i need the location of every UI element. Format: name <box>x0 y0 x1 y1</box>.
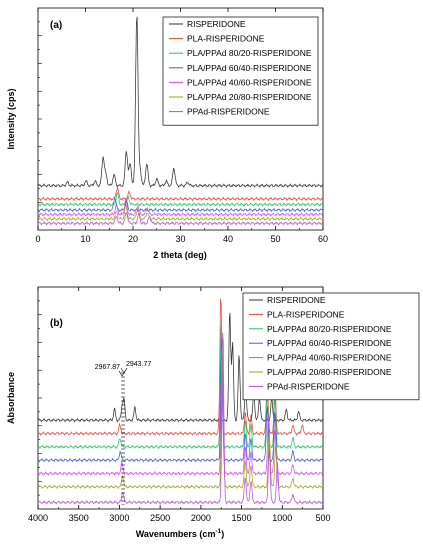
legend-entry-pla-ppad-60-40-risperidone: PLA/PPAd 60/40-RISPERIDONE <box>187 63 312 73</box>
panel-a-y-ticks <box>38 21 42 217</box>
annotation-label: 2943.77 <box>126 361 151 368</box>
series-line-pla-ppad-60-40-risperidone <box>38 339 324 463</box>
legend-entry-pla-ppad-60-40-risperidone: PLA/PPAd 60/40-RISPERIDONE <box>267 338 392 348</box>
x-tick-label: 10 <box>80 234 90 244</box>
panel-a-xrd-chart: (a) 2 theta (deg) Intensity (cps) 0 10 20 3… <box>6 7 328 260</box>
series-line-pla-risperidone <box>37 186 324 202</box>
legend-entry-pla-ppad-40-60-risperidone: PLA/PPAd 40/60-RISPERIDONE <box>187 77 312 87</box>
panel-b-legend: RISPERIDONE PLA-RISPERIDONE PLA/PPAd 80/20… <box>242 292 420 401</box>
series-line-ppad-risperidone <box>37 332 324 505</box>
legend-entry-risperidone: RISPERIDONE <box>267 295 326 305</box>
x-tick-label: 1500 <box>232 513 252 523</box>
x-tick-label: 4000 <box>28 513 48 523</box>
x-tick-label: 50 <box>270 234 280 244</box>
series-line-pla-ppad-60-40-risperidone <box>37 197 324 213</box>
x-tick-label: 60 <box>318 234 328 244</box>
panel-b-series <box>37 298 324 505</box>
x-tick-label: 1000 <box>272 513 292 523</box>
series-line-pla-ppad-80-20-risperidone <box>38 191 324 207</box>
series-line-ppad-risperidone <box>37 211 324 226</box>
x-tick-label: 3000 <box>109 513 129 523</box>
legend-entry-pla-ppad-80-20-risperidone: PLA/PPAd 80/20-RISPERIDONE <box>267 324 392 334</box>
x-tick-label: 30 <box>175 234 185 244</box>
series-line-pla-ppad-20-80-risperidone <box>37 204 324 222</box>
series-line-pla-ppad-80-20-risperidone <box>37 324 324 450</box>
panel-b-ylabel: Absorbance <box>6 372 16 424</box>
legend-box <box>162 16 319 126</box>
legend-entry-ppad-risperidone: PPAd-RISPERIDONE <box>267 381 350 391</box>
panel-b-annotations: 2967.87 2943.77 <box>95 361 151 505</box>
legend-entry-pla-ppad-80-20-risperidone: PLA/PPAd 80/20-RISPERIDONE <box>187 48 312 58</box>
panel-b-label: (b) <box>50 318 63 329</box>
panel-b-ftir-chart: (b) Wavenumbers (cm-1) Absorbance 4000 35… <box>6 286 420 539</box>
panel-b-xlabel: Wavenumbers (cm-1) <box>136 528 224 539</box>
x-tick-label: 500 <box>315 513 330 523</box>
legend-entry-risperidone: RISPERIDONE <box>187 19 246 29</box>
series-line-risperidone <box>37 16 324 188</box>
panel-a-xlabel: 2 theta (deg) <box>153 250 207 260</box>
legend-entry-pla-risperidone: PLA-RISPERIDONE <box>267 309 345 319</box>
panel-b-y-ticks <box>38 300 42 496</box>
annotation-arrow-icon <box>120 367 128 374</box>
legend-entry-ppad-risperidone: PPAd-RISPERIDONE <box>187 107 270 117</box>
panel-a-legend: RISPERIDONE PLA-RISPERIDONE PLA/PPAd 80/20… <box>162 16 319 126</box>
x-tick-label: 2000 <box>191 513 211 523</box>
x-tick-label: 0 <box>35 234 40 244</box>
series-line-pla-ppad-20-80-risperidone <box>37 355 324 490</box>
legend-entry-pla-risperidone: PLA-RISPERIDONE <box>187 34 265 44</box>
panel-a-ylabel: Intensity (cps) <box>6 88 16 149</box>
panel-a-x-ticks: 0 10 20 30 40 50 60 <box>35 8 328 244</box>
legend-entry-pla-ppad-40-60-risperidone: PLA/PPAd 40/60-RISPERIDONE <box>267 353 392 363</box>
panel-a-label: (a) <box>50 20 62 31</box>
legend-entry-pla-ppad-20-80-risperidone: PLA/PPAd 20/80-RISPERIDONE <box>187 92 312 102</box>
series-line-pla-ppad-40-60-risperidone <box>37 198 324 217</box>
panel-b-x-ticks: 4000 3500 3000 2500 2000 1500 1000 500 <box>28 287 331 523</box>
annotation-label: 2967.87 <box>95 364 120 371</box>
x-tick-label: 2500 <box>150 513 170 523</box>
panel-a-series <box>37 16 324 226</box>
legend-box <box>242 292 420 401</box>
x-tick-label: 20 <box>128 234 138 244</box>
legend-entry-pla-ppad-20-80-risperidone: PLA/PPAd 20/80-RISPERIDONE <box>267 367 392 377</box>
x-tick-label: 40 <box>223 234 233 244</box>
x-tick-label: 3500 <box>69 513 89 523</box>
series-line-pla-ppad-40-60-risperidone <box>37 345 324 476</box>
